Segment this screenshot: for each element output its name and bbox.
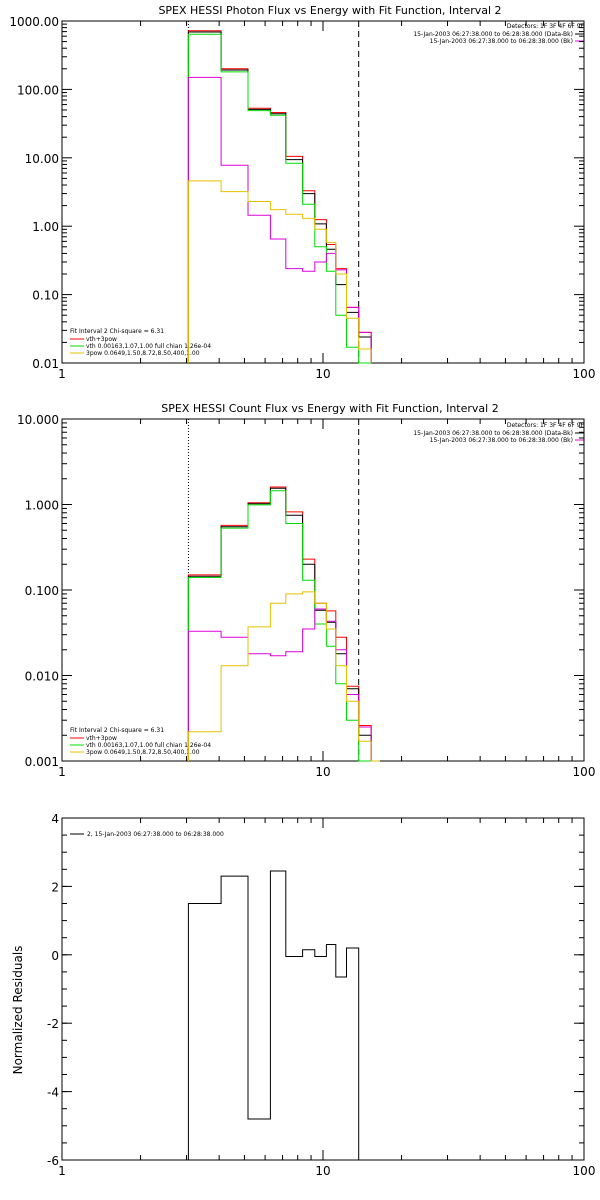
photon-flux-panel: SPEX HESSI Photon Flux vs Energy with Fi… <box>70 4 585 357</box>
count-y-tick-label: 0.100 <box>25 584 59 598</box>
photon-y-tick-label: 1000.00 <box>9 15 59 29</box>
count-x-tick-label: 10 <box>315 765 330 779</box>
count-legend-fit-interval: Fit Interval 2 Chi-square = 6.31 <box>70 727 164 734</box>
photon-x-tick-label: 10 <box>315 367 330 381</box>
residuals-series-black-step-line <box>187 870 360 1160</box>
count-chart-title: SPEX HESSI Count Flux vs Energy with Fit… <box>161 402 498 415</box>
count-series-yellow-step-line <box>187 591 380 762</box>
count-legend-bk: 15-Jan-2003 06:27:38.000 to 06:28:38.000… <box>430 437 573 444</box>
residuals-legend: 2, 15-Jan-2003 06:27:38.000 to 06:28:38.… <box>87 831 224 838</box>
photon-legend-data-bk: 15-Jan-2003 06:27:38.000 to 06:28:38.000… <box>413 31 573 38</box>
photon-y-tick-label: 1.00 <box>32 220 59 234</box>
residuals-x-tick-label: 1 <box>58 1164 66 1178</box>
residuals-y-tick-label: -2 <box>47 1017 59 1031</box>
residuals-panel: 2, 15-Jan-2003 06:27:38.000 to 06:28:38.… <box>11 831 224 1074</box>
photon-legend-total: vth+3pow <box>86 336 117 343</box>
residuals-y-tick-label: 4 <box>51 812 59 826</box>
photon-y-tick-label: 10.00 <box>25 152 59 166</box>
photon-series-black-step-line <box>187 31 372 363</box>
count-x-tick-label: 1 <box>58 765 66 779</box>
count-y-tick-label: 1.000 <box>25 499 59 513</box>
photon-legend-3pow: 3pow 0.0649,1.50,8.72,8.50,400,1.00 <box>86 350 200 357</box>
count-legend-3pow: 3pow 0.0649,1.50,8.72,8.50,400,1.00 <box>86 749 200 756</box>
photon-y-tick-label: 100.00 <box>17 83 59 97</box>
photon-legend-detectors: Detectors: 1F 3F 4F 6F 9F <box>507 23 585 30</box>
residuals-y-tick-label: -4 <box>47 1086 59 1100</box>
count-legend-total: vth+3pow <box>86 735 117 742</box>
photon-series-magenta-step-line <box>187 76 372 363</box>
photon-legend-bk: 15-Jan-2003 06:27:38.000 to 06:28:38.000… <box>430 38 573 45</box>
count-legend-detectors: Detectors: 1F 3F 4F 6F 9F <box>507 422 585 429</box>
residuals-y-tick-label: 2 <box>51 880 59 894</box>
photon-series-green-step-line <box>187 33 372 364</box>
count-y-tick-label: 10.000 <box>17 413 59 427</box>
residuals-y-tick-label: -6 <box>47 1154 59 1168</box>
photon-legend-vth: vth 0.00163,1.07,1.00 full chian 1.26e-0… <box>86 343 211 350</box>
count-series-green-step-line <box>187 490 380 762</box>
photon-x-tick-label: 1 <box>58 367 66 381</box>
count-y-tick-label: 0.001 <box>25 755 59 769</box>
count-legend-data-bk: 15-Jan-2003 06:27:38.000 to 06:28:38.000… <box>413 430 573 437</box>
residuals-x-tick-label: 10 <box>315 1164 330 1178</box>
photon-y-tick-label: 0.01 <box>32 357 59 371</box>
residuals-y-tick-label: 0 <box>51 949 59 963</box>
residuals-y-axis-label: Normalized Residuals <box>11 946 25 1075</box>
count-x-tick-label: 100 <box>573 765 596 779</box>
photon-x-tick-label: 100 <box>573 367 596 381</box>
residuals-x-tick-label: 100 <box>573 1164 596 1178</box>
photon-series-yellow-step-line <box>187 180 372 363</box>
photon-chart-title: SPEX HESSI Photon Flux vs Energy with Fi… <box>158 4 501 17</box>
photon-y-tick-label: 0.10 <box>32 289 59 303</box>
photon-legend-fit-interval: Fit Interval 2 Chi-square = 6.31 <box>70 328 164 335</box>
count-flux-panel: SPEX HESSI Count Flux vs Energy with Fit… <box>70 402 585 756</box>
count-y-tick-label: 0.010 <box>25 670 59 684</box>
count-legend-vth: vth 0.00163,1.07,1.00 full chian 1.26e-0… <box>86 742 211 749</box>
